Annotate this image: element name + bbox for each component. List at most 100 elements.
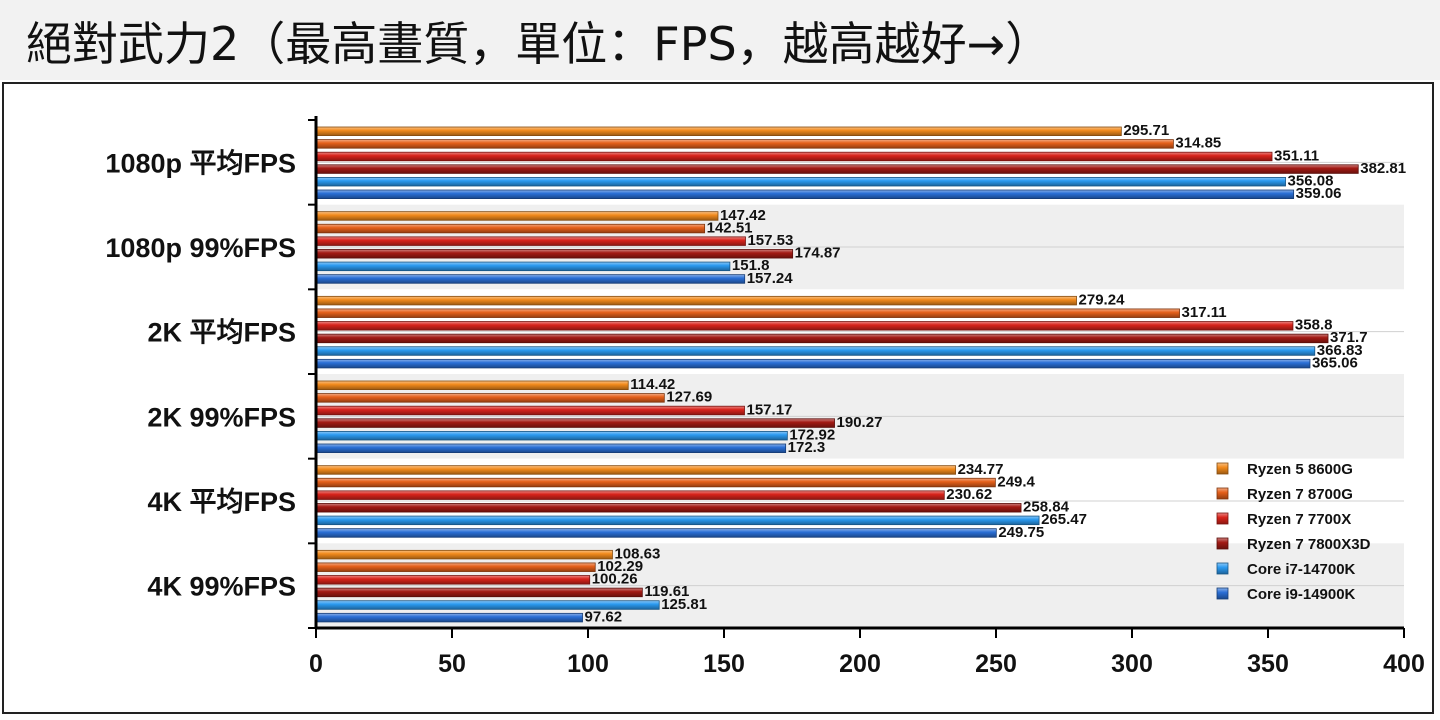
- data-label: 174.87: [795, 245, 841, 262]
- x-tick-label: 200: [839, 650, 881, 678]
- bar: [316, 274, 746, 284]
- x-tick-label: 50: [438, 650, 466, 678]
- data-label: 125.81: [661, 596, 707, 613]
- data-label: 190.27: [837, 414, 883, 431]
- bar: [316, 249, 794, 259]
- bar: [316, 151, 1273, 162]
- bar: [316, 333, 1329, 344]
- bar: [316, 562, 596, 572]
- data-label: 172.3: [788, 439, 826, 456]
- data-label: 249.4: [997, 473, 1035, 490]
- data-label: 366.83: [1317, 342, 1363, 359]
- data-label: 97.62: [585, 608, 623, 625]
- data-label: 172.92: [789, 427, 835, 444]
- bar: [316, 549, 613, 560]
- data-label: 147.42: [720, 207, 766, 224]
- legend-swatch: [1216, 462, 1229, 475]
- data-label: 157.24: [747, 270, 794, 287]
- bar: [316, 443, 787, 454]
- bar: [316, 430, 788, 441]
- data-label: 351.11: [1274, 147, 1319, 164]
- data-label: 157.53: [747, 232, 793, 249]
- bar: [316, 176, 1286, 187]
- data-label: 157.17: [747, 401, 793, 418]
- legend-label: Core i7-14700K: [1247, 561, 1356, 578]
- data-label: 356.08: [1288, 173, 1334, 190]
- legend-label: Ryzen 7 7700X: [1247, 511, 1351, 528]
- category-label: 2K 平均FPS: [147, 318, 296, 348]
- bar: [316, 575, 591, 585]
- data-label: 258.84: [1023, 499, 1070, 516]
- data-label: 230.62: [946, 486, 992, 503]
- bar: [316, 189, 1295, 200]
- bar: [316, 503, 1022, 513]
- data-label: 151.8: [732, 257, 770, 274]
- x-tick-label: 250: [975, 650, 1017, 678]
- data-label: 234.77: [958, 461, 1004, 478]
- bar: [316, 515, 1040, 526]
- data-label: 249.75: [998, 524, 1044, 541]
- x-tick-label: 400: [1383, 650, 1425, 678]
- legend-swatch: [1216, 487, 1229, 500]
- bar: [316, 528, 997, 538]
- bar: [316, 295, 1077, 306]
- data-label: 371.7: [1330, 329, 1368, 346]
- bar: [316, 164, 1359, 174]
- bar: [316, 477, 996, 488]
- bar: [316, 393, 665, 403]
- legend-swatch: [1216, 587, 1229, 600]
- legend-swatch: [1216, 512, 1229, 525]
- data-label: 295.71: [1123, 122, 1169, 139]
- bar: [316, 236, 746, 246]
- category-label: 4K 平均FPS: [147, 487, 296, 517]
- bar: [316, 612, 583, 623]
- legend-label: Core i9-14900K: [1247, 586, 1356, 603]
- legend-label: Ryzen 5 8600G: [1247, 461, 1353, 478]
- bar: [316, 139, 1174, 149]
- data-label: 365.06: [1312, 354, 1358, 371]
- bar: [316, 465, 956, 475]
- data-label: 358.8: [1295, 317, 1333, 334]
- chart-title: 絕對武力2（最高畫質，單位：FPS，越高越好→）: [26, 17, 1052, 71]
- bar: [316, 490, 945, 500]
- legend-label: Ryzen 7 7800X3D: [1247, 536, 1371, 553]
- data-label: 108.63: [614, 545, 660, 562]
- category-label: 1080p 99%FPS: [105, 233, 296, 263]
- data-label: 317.11: [1182, 304, 1227, 321]
- x-tick-label: 150: [703, 650, 745, 678]
- data-label: 100.26: [592, 571, 638, 588]
- bar: [316, 380, 629, 391]
- data-label: 279.24: [1079, 291, 1126, 308]
- data-label: 114.42: [630, 376, 675, 393]
- bar: [316, 418, 835, 428]
- bar: [316, 261, 731, 272]
- bar: [316, 308, 1180, 318]
- legend-swatch: [1216, 537, 1229, 550]
- x-tick-label: 300: [1111, 650, 1153, 678]
- bar: [316, 223, 706, 234]
- data-label: 382.81: [1360, 160, 1406, 177]
- data-label: 314.85: [1175, 135, 1221, 152]
- title-bar: 絕對武力2（最高畫質，單位：FPS，越高越好→）: [0, 0, 1440, 80]
- bar: [316, 405, 745, 416]
- category-label: 2K 99%FPS: [147, 402, 296, 432]
- category-label: 4K 99%FPS: [147, 572, 296, 602]
- legend-swatch: [1216, 562, 1229, 575]
- x-tick-label: 350: [1247, 650, 1289, 678]
- data-label: 359.06: [1296, 185, 1342, 202]
- data-label: 265.47: [1041, 511, 1087, 528]
- bar: [316, 358, 1311, 369]
- bar: [316, 587, 643, 598]
- data-label: 102.29: [597, 558, 643, 575]
- category-label: 1080p 平均FPS: [105, 148, 296, 178]
- data-label: 127.69: [666, 389, 712, 406]
- x-tick-label: 0: [309, 650, 323, 678]
- x-tick-label: 100: [567, 650, 609, 678]
- bar: [316, 321, 1294, 331]
- bar: [316, 346, 1316, 356]
- data-label: 142.51: [707, 219, 753, 236]
- legend-label: Ryzen 7 8700G: [1247, 486, 1353, 503]
- bar: [316, 126, 1122, 137]
- data-label: 119.61: [644, 583, 689, 600]
